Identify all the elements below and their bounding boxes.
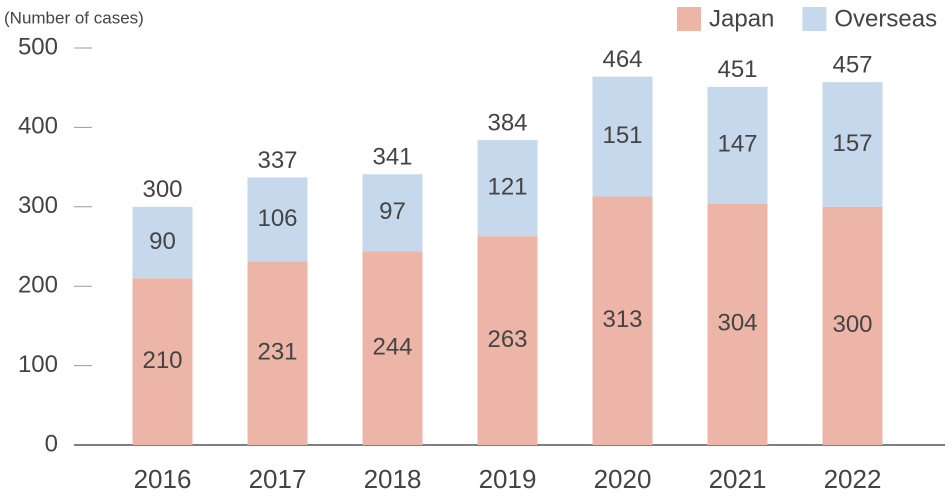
- y-tick-label: 100: [18, 351, 58, 378]
- value-label: 147: [717, 131, 757, 158]
- y-tick-label: 500: [18, 33, 58, 60]
- bar-segment: [707, 86, 768, 204]
- bar-segment: [707, 203, 768, 445]
- bar-segment: [247, 177, 308, 262]
- y-tick-label: 200: [18, 272, 58, 299]
- bar-segment: [822, 206, 883, 445]
- value-label: 106: [257, 205, 297, 232]
- value-label: 151: [602, 122, 642, 149]
- legend-label: Overseas: [834, 5, 937, 32]
- value-label: 313: [602, 306, 642, 333]
- total-label: 451: [717, 56, 757, 83]
- x-tick-label: 2016: [134, 464, 192, 494]
- value-label: 97: [379, 198, 406, 225]
- total-label: 337: [257, 147, 297, 174]
- y-tick-label: 400: [18, 113, 58, 140]
- bar-segment: [822, 82, 883, 207]
- value-label: 300: [832, 311, 872, 338]
- x-tick-label: 2021: [709, 464, 767, 494]
- legend-swatch: [802, 7, 827, 31]
- x-tick-label: 2017: [249, 464, 307, 494]
- total-label: 300: [142, 176, 182, 203]
- legend-swatch: [677, 7, 701, 31]
- y-tick-label: 300: [18, 192, 58, 219]
- value-label: 244: [372, 333, 412, 360]
- x-tick-label: 2018: [364, 464, 422, 494]
- value-label: 157: [832, 130, 872, 157]
- total-label: 464: [602, 46, 642, 73]
- bar-segment: [592, 196, 653, 445]
- bar-segment: [132, 278, 193, 445]
- x-tick-label: 2019: [479, 464, 537, 494]
- total-label: 341: [372, 144, 412, 171]
- bar-segment: [477, 140, 538, 237]
- total-label: 457: [832, 51, 872, 78]
- value-label: 231: [257, 339, 297, 366]
- value-label: 263: [487, 326, 527, 353]
- bar-segment: [362, 174, 423, 252]
- bar-segment: [592, 76, 653, 197]
- x-tick-label: 2020: [594, 464, 652, 494]
- y-axis-label: (Number of cases): [4, 8, 144, 27]
- value-label: 90: [149, 228, 176, 255]
- bar-segment: [362, 251, 423, 445]
- bar-segment: [477, 236, 538, 445]
- total-label: 384: [487, 109, 527, 136]
- bar-segment: [247, 261, 308, 445]
- value-label: 121: [487, 173, 527, 200]
- value-label: 210: [142, 347, 182, 374]
- legend-label: Japan: [709, 5, 774, 32]
- value-label: 304: [717, 310, 757, 337]
- bar-segment: [132, 206, 193, 279]
- x-tick-label: 2022: [824, 464, 882, 494]
- y-tick-label: 0: [45, 430, 58, 457]
